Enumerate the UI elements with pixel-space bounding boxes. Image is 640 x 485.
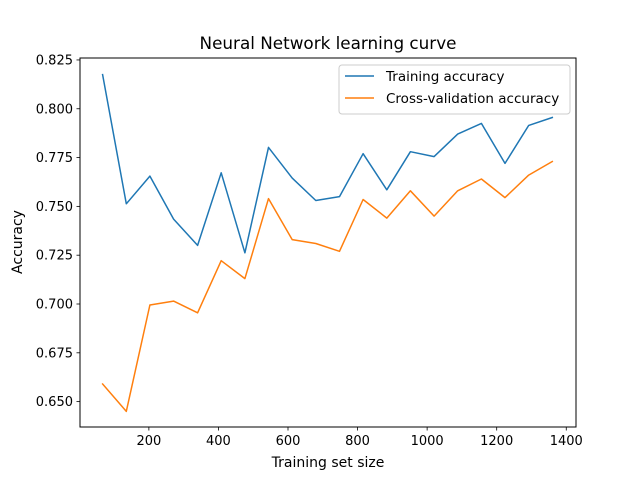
y-axis-label: Accuracy bbox=[10, 210, 26, 274]
x-tick-label: 400 bbox=[206, 434, 231, 449]
y-tick-label: 0.650 bbox=[36, 395, 73, 410]
x-tick-label: 800 bbox=[345, 434, 370, 449]
legend-label-cross-validation: Cross-validation accuracy bbox=[386, 91, 559, 107]
chart-title: Neural Network learning curve bbox=[200, 33, 457, 53]
x-tick-label: 200 bbox=[136, 434, 161, 449]
x-axis-label: Training set size bbox=[271, 455, 385, 471]
plot-area-frame bbox=[79, 57, 577, 428]
x-tick-label: 1200 bbox=[480, 434, 513, 449]
cross-validation-accuracy-line bbox=[101, 160, 554, 413]
legend: Training accuracy Cross-validation accur… bbox=[338, 64, 571, 115]
legend-box bbox=[338, 64, 571, 115]
x-tick-label: 600 bbox=[276, 434, 301, 449]
y-tick-label: 0.775 bbox=[36, 151, 73, 166]
y-tick-label: 0.700 bbox=[36, 298, 73, 313]
x-tick-label: 1400 bbox=[550, 434, 583, 449]
x-axis-ticks: 200 400 600 800 1000 1200 1400 bbox=[136, 427, 583, 449]
y-tick-label: 0.825 bbox=[36, 53, 73, 68]
y-axis-ticks: 0.650 0.675 0.700 0.725 0.750 0.775 0.800 0.825 bbox=[36, 53, 80, 410]
training-accuracy-line bbox=[101, 73, 554, 254]
x-tick-label: 1000 bbox=[411, 434, 444, 449]
y-tick-label: 0.725 bbox=[36, 249, 73, 264]
y-tick-label: 0.675 bbox=[36, 346, 73, 361]
legend-label-training: Training accuracy bbox=[385, 69, 504, 85]
series-lines bbox=[101, 73, 554, 413]
y-tick-label: 0.750 bbox=[36, 200, 73, 215]
y-tick-label: 0.800 bbox=[36, 102, 73, 117]
